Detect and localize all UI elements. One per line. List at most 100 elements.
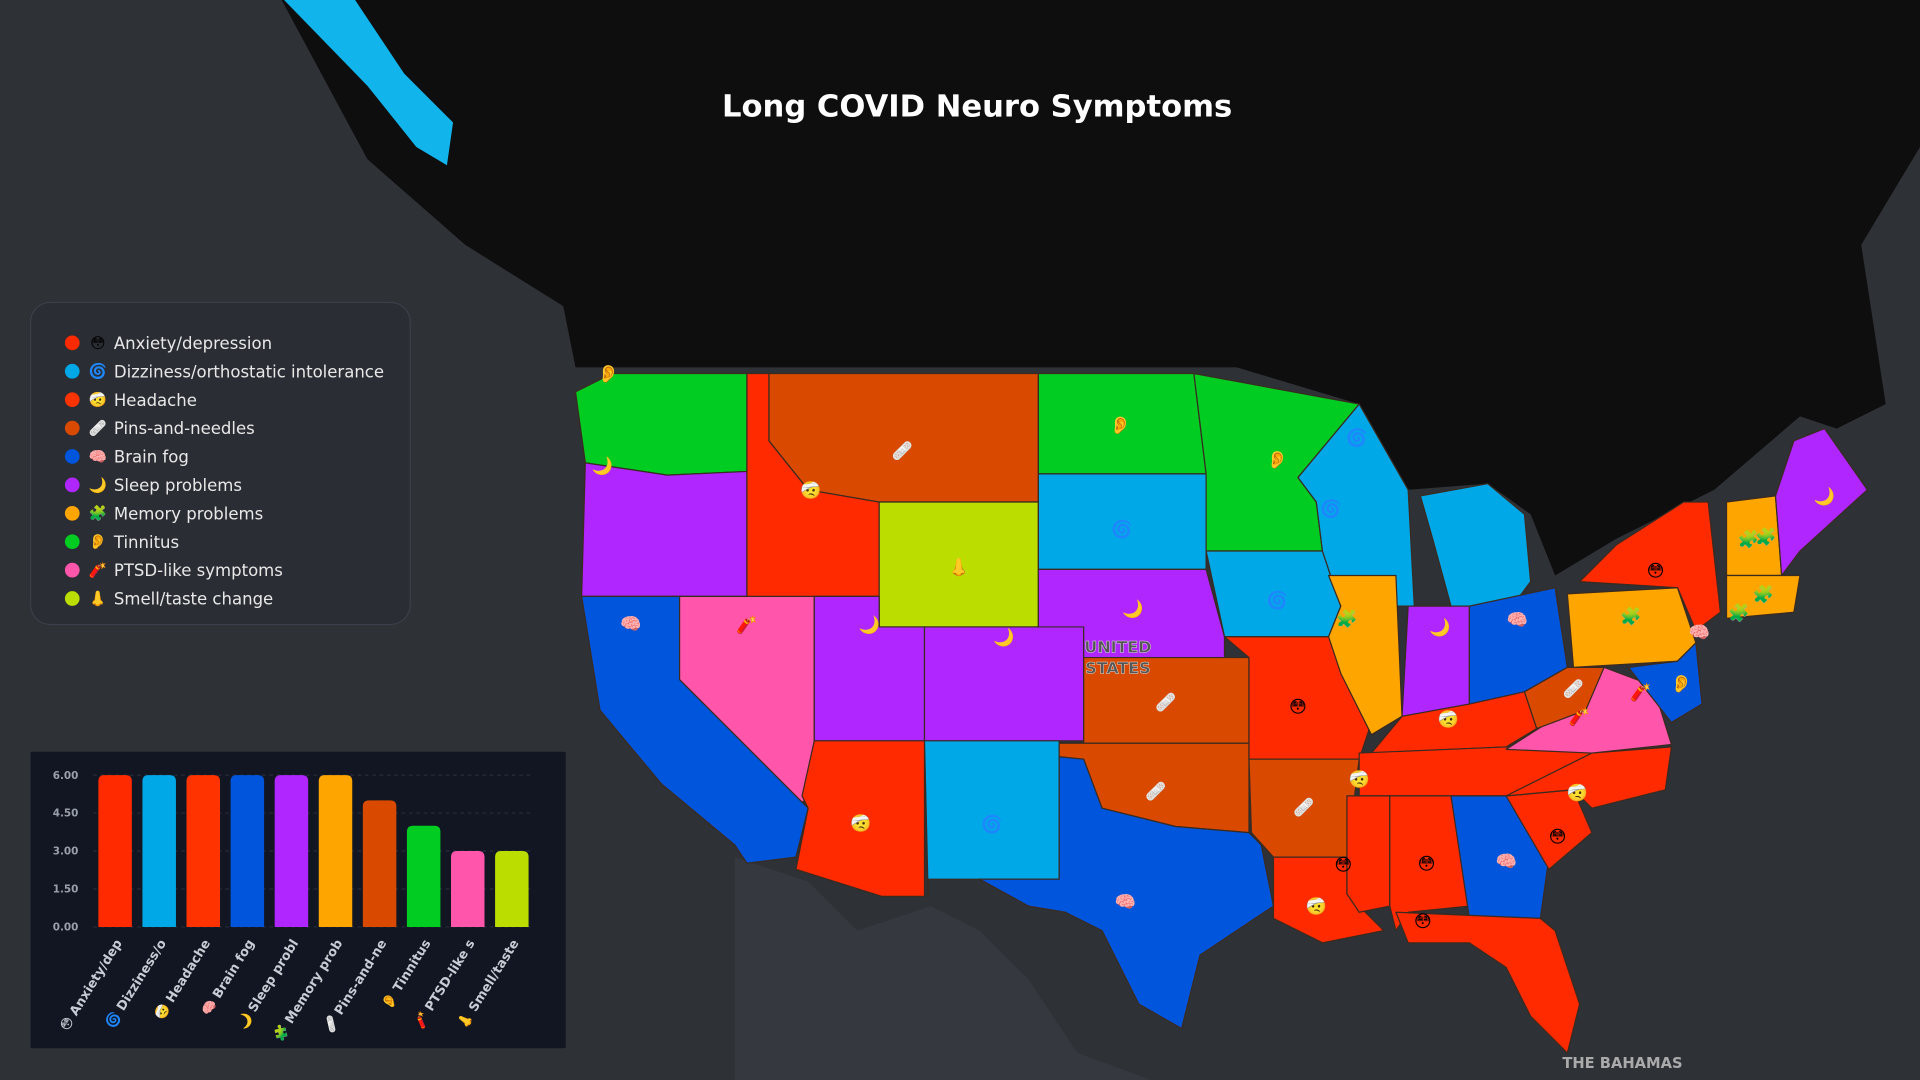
state-icon: 🤕 xyxy=(1438,710,1459,730)
legend-swatch xyxy=(64,335,80,351)
legend-icon: 🩹 xyxy=(89,419,107,437)
state xyxy=(1346,795,1391,913)
legend: 😳 Anxiety/depression 🌀 Dizziness/orthostati… xyxy=(64,334,384,609)
country-label: UNITED xyxy=(1084,638,1151,657)
state xyxy=(1395,911,1581,1054)
legend-swatch xyxy=(64,534,80,550)
legend-icon: 🌀 xyxy=(89,362,107,380)
legend-label: Anxiety/depression xyxy=(114,334,272,353)
legend-icon: 🧠 xyxy=(89,448,107,465)
states xyxy=(574,372,1868,1054)
legend-label: Dizziness/orthostatic intolerance xyxy=(114,362,384,381)
legend-label: Pins-and-needles xyxy=(114,419,255,438)
legend-panel xyxy=(29,301,411,626)
state-icon: 😳 xyxy=(1334,856,1352,876)
state xyxy=(1578,501,1722,632)
state-icon: 🧠 xyxy=(620,614,641,634)
bar xyxy=(230,775,265,927)
legend-swatch xyxy=(64,363,80,379)
state-icon: 🧩 xyxy=(1753,584,1774,605)
state-icon: 😳 xyxy=(1414,912,1432,932)
state-icon: 🧩 xyxy=(1738,529,1759,550)
legend-label: Brain fog xyxy=(114,448,189,467)
legend-icon: 🧩 xyxy=(89,504,107,522)
y-tick-label: 6.00 xyxy=(53,770,79,782)
y-tick-label: 0.00 xyxy=(53,922,79,934)
bar xyxy=(406,825,441,927)
state-icon: 🌀 xyxy=(1320,497,1341,519)
state-icon: 🌙 xyxy=(1122,599,1143,620)
state-icon: 🌀 xyxy=(1266,589,1287,611)
place-label: THE BAHAMAS xyxy=(1562,1055,1682,1072)
bar xyxy=(362,800,397,927)
bar xyxy=(98,775,132,927)
state-icon: 🌙 xyxy=(993,627,1014,648)
state-icon: 🧩 xyxy=(1728,602,1749,623)
legend-swatch xyxy=(64,392,80,408)
y-tick-label: 1.50 xyxy=(53,884,79,896)
state-icon: 🧩 xyxy=(1620,606,1641,627)
state-icon: 🤕 xyxy=(850,814,871,834)
state-icon: 🌙 xyxy=(1429,617,1450,638)
state-icon: 🧩 xyxy=(1336,608,1357,629)
state xyxy=(1627,642,1703,724)
state-icon: 🩹 xyxy=(1155,691,1176,713)
legend-icon: 👃 xyxy=(89,589,107,607)
state-icon: 👂 xyxy=(598,364,619,385)
state xyxy=(1566,587,1697,668)
state xyxy=(1725,574,1801,619)
legend-icon: 🧨 xyxy=(89,561,107,579)
legend-icon: 🌙 xyxy=(89,476,107,494)
state-icon: 🌀 xyxy=(1346,426,1367,448)
state-icon: 🩹 xyxy=(1145,780,1166,802)
state-icon: 😳 xyxy=(1289,698,1307,718)
legend-label: Tinnitus xyxy=(113,533,179,552)
state-icon: 👂 xyxy=(1266,449,1287,470)
state-icon: 🧠 xyxy=(1495,852,1516,872)
state-icon: 🧨 xyxy=(736,615,757,636)
bar xyxy=(318,775,353,927)
glacier xyxy=(284,0,454,166)
state-icon: 😳 xyxy=(1549,827,1567,847)
bar xyxy=(142,775,176,927)
state-icon: 🤕 xyxy=(800,481,821,501)
legend-label: PTSD-like symptoms xyxy=(114,561,283,580)
state-icon: 🌀 xyxy=(981,813,1002,835)
bar xyxy=(274,775,309,927)
legend-icon: 🤕 xyxy=(89,392,107,409)
state-icon: 👂 xyxy=(1110,415,1131,436)
canada-land xyxy=(281,0,1920,576)
y-tick-label: 3.00 xyxy=(53,846,79,858)
bar xyxy=(451,851,485,927)
legend-icon: 👂 xyxy=(89,533,107,551)
y-tick-label: 4.50 xyxy=(53,808,79,820)
state-icon: 😳 xyxy=(1647,562,1665,582)
state-icon: 🩹 xyxy=(892,440,913,462)
country-label: STATES xyxy=(1085,658,1150,677)
state-icon: 🤕 xyxy=(1349,770,1370,790)
state-icon: 🌙 xyxy=(592,455,613,476)
state xyxy=(1523,666,1605,730)
state-icon: 🤕 xyxy=(1566,783,1587,803)
state xyxy=(581,462,748,597)
map-title: Long COVID Neuro Symptoms xyxy=(722,89,1232,124)
legend-swatch xyxy=(64,477,80,493)
state-icon: 🌙 xyxy=(1814,486,1835,507)
legend-swatch xyxy=(64,420,80,436)
state-icon: 🌙 xyxy=(859,615,880,636)
state-icon: 🧠 xyxy=(1115,892,1136,912)
state-icon: 🤕 xyxy=(1306,897,1327,917)
legend-icon: 😳 xyxy=(90,335,105,352)
state-icon: 🧨 xyxy=(1630,682,1651,703)
state-icon: 😳 xyxy=(1418,854,1436,874)
state-icon: 🩹 xyxy=(1293,796,1314,818)
legend-label: Memory problems xyxy=(114,504,263,523)
state-markers: 👂🌙🤕🩹👂👂🌀🌀🌀👃🌙 🌀🧩 🌙 🧠 🧩😳🧩🧩🌙🧩🧩🧠🧠 🧨 🌙🌙🩹 😳🤕🩹🧨👂🧨🤕🩹🩹🤕 🌀🤕… xyxy=(592,364,1835,932)
state-icon: 👂 xyxy=(1671,673,1692,694)
state-icon: 🌀 xyxy=(1111,518,1132,540)
bar xyxy=(186,775,221,927)
legend-label: Smell/taste change xyxy=(114,590,273,609)
legend-swatch xyxy=(64,505,80,521)
